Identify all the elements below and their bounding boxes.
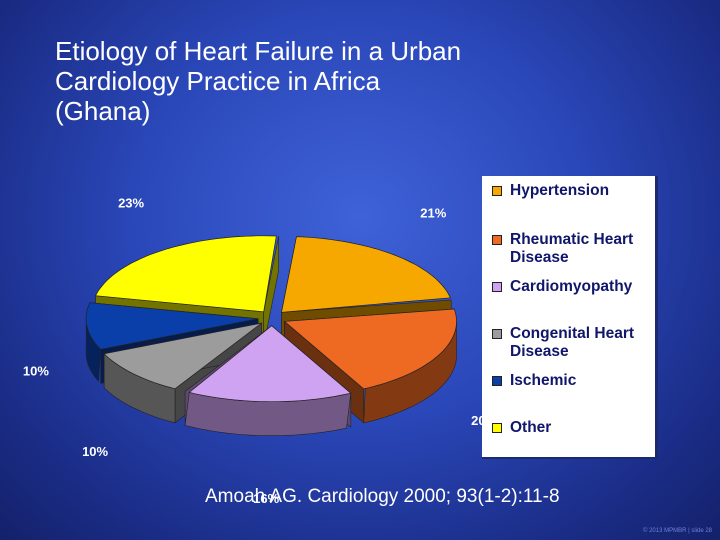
data-label-cardiomyopathy: 16% — [253, 491, 279, 506]
legend-swatch-cardiomyopathy — [492, 282, 502, 292]
pie-slice-top-rheumatic-heart-disease — [283, 308, 457, 390]
legend-label-congenital: Congenital Heart Disease — [510, 325, 635, 360]
data-label-congenital-heart-disease: 10% — [82, 444, 108, 459]
page-title: Etiology of Heart Failure in a Urban Car… — [55, 36, 615, 126]
data-label-other: 23% — [118, 195, 144, 210]
data-label-hypertension: 21% — [420, 206, 446, 221]
pie-slice-top-other — [95, 235, 277, 313]
chart-legend: Hypertension Rheumatic Heart Disease Car… — [482, 176, 658, 459]
legend-swatch-other — [492, 423, 502, 433]
legend-label-ischemic: Ischemic — [510, 372, 577, 389]
legend-swatch-ischemic — [492, 376, 502, 386]
legend-swatch-hypertension — [492, 186, 502, 196]
legend-item-other: Other — [492, 419, 652, 437]
legend-swatch-congenital — [492, 329, 502, 339]
legend-item-ischemic: Ischemic — [492, 372, 652, 390]
legend-label-other: Other — [510, 419, 552, 436]
data-label-ischemic: 10% — [23, 364, 49, 379]
pie-slice-top-hypertension — [281, 236, 451, 313]
legend-item-hypertension: Hypertension — [492, 182, 652, 200]
legend-label-rheumatic: Rheumatic Heart Disease — [510, 231, 634, 266]
legend-label-cardiomyopathy: Cardiomyopathy — [510, 278, 633, 295]
legend-swatch-rheumatic — [492, 235, 502, 245]
legend-item-rheumatic: Rheumatic Heart Disease — [492, 231, 652, 267]
legend-label-hypertension: Hypertension — [510, 182, 610, 199]
title-line-2: Cardiology Practice in Africa — [55, 66, 381, 96]
pie-slice-cardiomyopathy — [184, 325, 352, 436]
pie-slice-top-cardiomyopathy — [188, 325, 352, 403]
pie-slice-top-ischemic — [85, 302, 259, 350]
citation: Amoah AG. Cardiology 2000; 93(1-2):11-8 — [205, 486, 560, 507]
pie-slice-top-congenital-heart-disease — [103, 322, 262, 390]
title-line-1: Etiology of Heart Failure in a Urban — [55, 36, 462, 66]
legend-item-congenital: Congenital Heart Disease — [492, 325, 652, 361]
legend-item-cardiomyopathy: Cardiomyopathy — [492, 278, 652, 296]
slide-footer: © 2013 MPMBR | slide 28 — [642, 528, 712, 534]
title-line-3: (Ghana) — [55, 96, 151, 126]
